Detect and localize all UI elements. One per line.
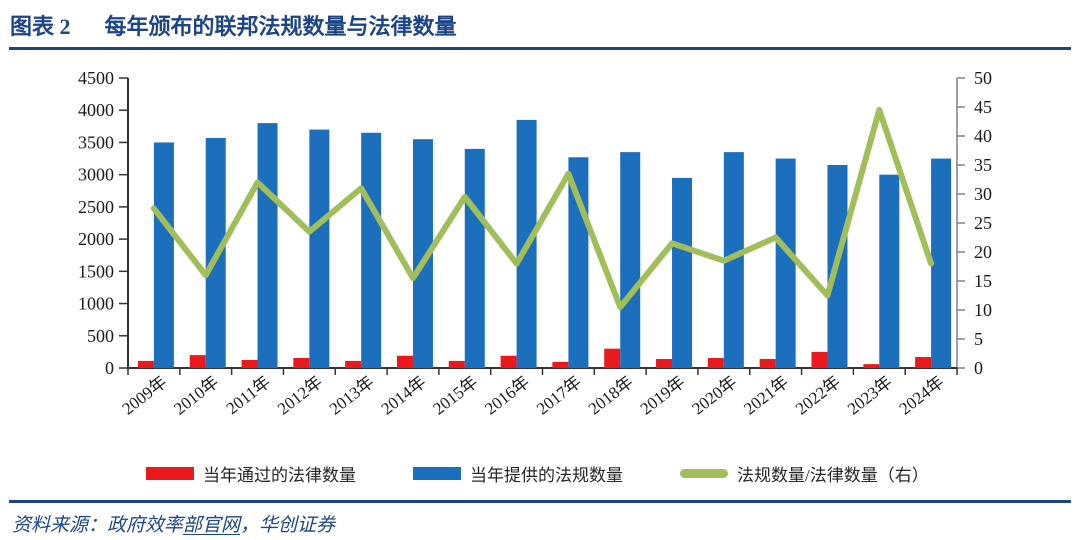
bar — [707, 358, 724, 368]
bar — [931, 158, 952, 368]
x-tick-label: 2009年 — [118, 372, 170, 418]
figure-number: 图表 2 — [10, 14, 71, 39]
svg-text:10: 10 — [974, 300, 992, 320]
legend-item-regulations: 当年提供的法规数量 — [413, 461, 623, 486]
x-tick-label: 2015年 — [429, 372, 481, 418]
figure-header: 图表 2 每年颁布的联邦法规数量与法律数量 — [10, 9, 1080, 41]
bar — [257, 123, 278, 368]
chart-legend: 当年通过的法律数量 当年提供的法规数量 法规数量/法律数量（右） — [0, 458, 1080, 488]
bar — [500, 355, 517, 368]
bar — [775, 158, 796, 368]
x-tick-label: 2022年 — [792, 372, 844, 418]
legend-swatch-regulations — [413, 466, 461, 480]
svg-text:50: 50 — [974, 68, 992, 88]
left-axis: 0 500 1000 1500 2000 2500 3000 3500 4000 4500 — [78, 68, 129, 378]
report-figure: 图表 2 每年颁布的联邦法规数量与法律数量 0 500 1000 1500 2000 25… — [0, 9, 1080, 540]
bar — [448, 360, 465, 368]
svg-text:0: 0 — [105, 358, 114, 378]
bar — [656, 358, 673, 368]
legend-item-laws: 当年通过的法律数量 — [146, 461, 356, 486]
x-labels: 2009年 2010年 2011年 2012年 2013年 2014年 2015年 2016年… — [118, 372, 947, 418]
ratio-line — [150, 106, 935, 311]
legend-label-regulations: 当年提供的法规数量 — [470, 465, 623, 485]
bar — [672, 177, 693, 368]
bar — [552, 361, 569, 368]
source-note: 资料来源：政府效率部官网，华创证券 — [12, 510, 1080, 537]
svg-text:1000: 1000 — [78, 294, 114, 314]
svg-text:30: 30 — [974, 184, 992, 204]
svg-text:1500: 1500 — [78, 261, 114, 281]
x-tick-label: 2019年 — [637, 372, 689, 418]
x-tick-label: 2021年 — [740, 372, 792, 418]
bar — [396, 355, 413, 368]
x-tick-label: 2018年 — [585, 372, 637, 418]
bar — [241, 359, 258, 368]
bar — [309, 129, 330, 368]
bar — [293, 358, 310, 368]
svg-text:4000: 4000 — [78, 100, 114, 120]
bars-laws — [137, 348, 932, 368]
bar — [604, 348, 621, 368]
svg-text:25: 25 — [974, 213, 992, 233]
x-tick-label: 2014年 — [378, 372, 430, 418]
header-divider — [9, 47, 1071, 50]
bar — [759, 358, 776, 368]
bar — [153, 142, 174, 368]
svg-text:20: 20 — [974, 242, 992, 262]
svg-text:15: 15 — [974, 271, 992, 291]
svg-text:40: 40 — [974, 126, 992, 146]
svg-text:0: 0 — [974, 358, 983, 378]
x-tick-label: 2020年 — [688, 372, 740, 418]
bar — [361, 132, 382, 368]
svg-text:2500: 2500 — [78, 197, 114, 217]
svg-text:3000: 3000 — [78, 165, 114, 185]
x-tick-label: 2016年 — [481, 372, 533, 418]
x-tick-label: 2010年 — [170, 372, 222, 418]
legend-label-ratio: 法规数量/法律数量（右） — [737, 465, 929, 485]
bar — [345, 360, 362, 368]
x-tick-label: 2024年 — [896, 372, 948, 418]
svg-text:3500: 3500 — [78, 132, 114, 152]
source-text-prefix: 资料来源：政府效率 — [12, 515, 184, 536]
svg-text:2000: 2000 — [78, 229, 114, 249]
x-tick-label: 2011年 — [223, 372, 274, 418]
legend-swatch-laws — [146, 466, 194, 480]
bar — [412, 139, 433, 368]
svg-text:500: 500 — [87, 326, 114, 346]
svg-text:45: 45 — [974, 97, 992, 117]
combo-chart: 0 500 1000 1500 2000 2500 3000 3500 4000 4500 0 5 10… — [78, 68, 992, 419]
bar — [464, 148, 485, 368]
bar — [723, 152, 744, 368]
legend-label-laws: 当年通过的法律数量 — [203, 465, 356, 485]
bar — [189, 355, 206, 368]
bars-regulations — [153, 119, 952, 368]
source-text-suffix: ，华创证券 — [240, 515, 336, 536]
legend-item-ratio: 法规数量/法律数量（右） — [680, 461, 929, 486]
svg-text:35: 35 — [974, 155, 992, 175]
bar — [137, 360, 154, 368]
bar — [811, 351, 828, 368]
right-axis: 0 5 10 15 20 25 30 35 40 45 50 — [956, 68, 992, 378]
svg-text:5: 5 — [974, 329, 983, 349]
x-tick-label: 2017年 — [533, 372, 585, 418]
bar — [915, 357, 932, 368]
legend-swatch-ratio — [680, 468, 728, 478]
x-tick-label: 2013年 — [326, 372, 378, 418]
svg-text:4500: 4500 — [78, 68, 114, 88]
x-tick-label: 2012年 — [274, 372, 326, 418]
footer-divider — [9, 500, 1071, 503]
x-tick-label: 2023年 — [844, 372, 896, 418]
bar — [863, 364, 880, 368]
source-link[interactable]: 部官网 — [183, 515, 241, 536]
bar — [620, 152, 641, 368]
figure-title: 每年颁布的联邦法规数量与法律数量 — [104, 14, 457, 39]
bar — [879, 174, 900, 368]
